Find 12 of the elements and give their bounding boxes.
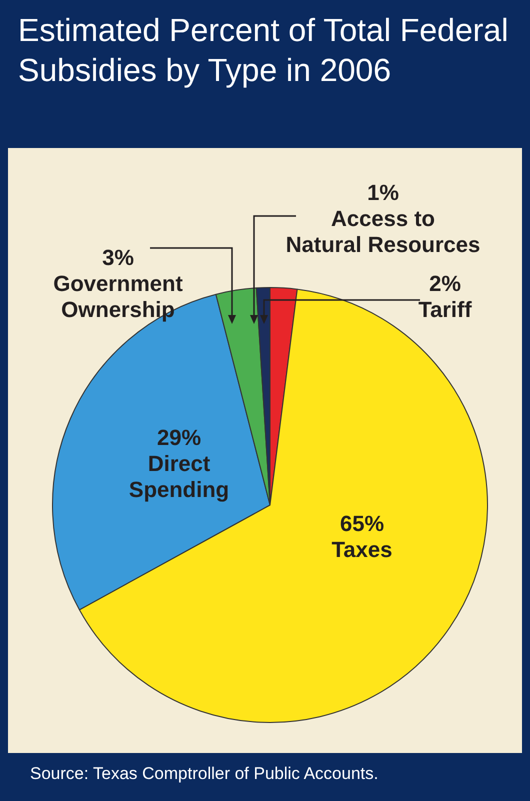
slice-label: Government Ownership xyxy=(53,271,184,322)
chart-title: Estimated Percent of Total Federal Subsidies by Type in 2006 xyxy=(18,11,510,90)
slice-label: Direct Spending xyxy=(128,451,230,502)
source-note: Source: Texas Comptroller of Public Accounts. xyxy=(30,764,378,784)
data-label: 65% xyxy=(340,511,384,536)
slice-label: Access to Natural Resources xyxy=(286,206,480,258)
data-label: 29% xyxy=(156,425,202,450)
slice-label: Tariff xyxy=(418,297,472,322)
data-label: 2% xyxy=(429,271,461,296)
slice-label: Taxes xyxy=(332,537,392,562)
data-label: 1% xyxy=(367,180,399,206)
data-label: 3% xyxy=(102,245,134,270)
